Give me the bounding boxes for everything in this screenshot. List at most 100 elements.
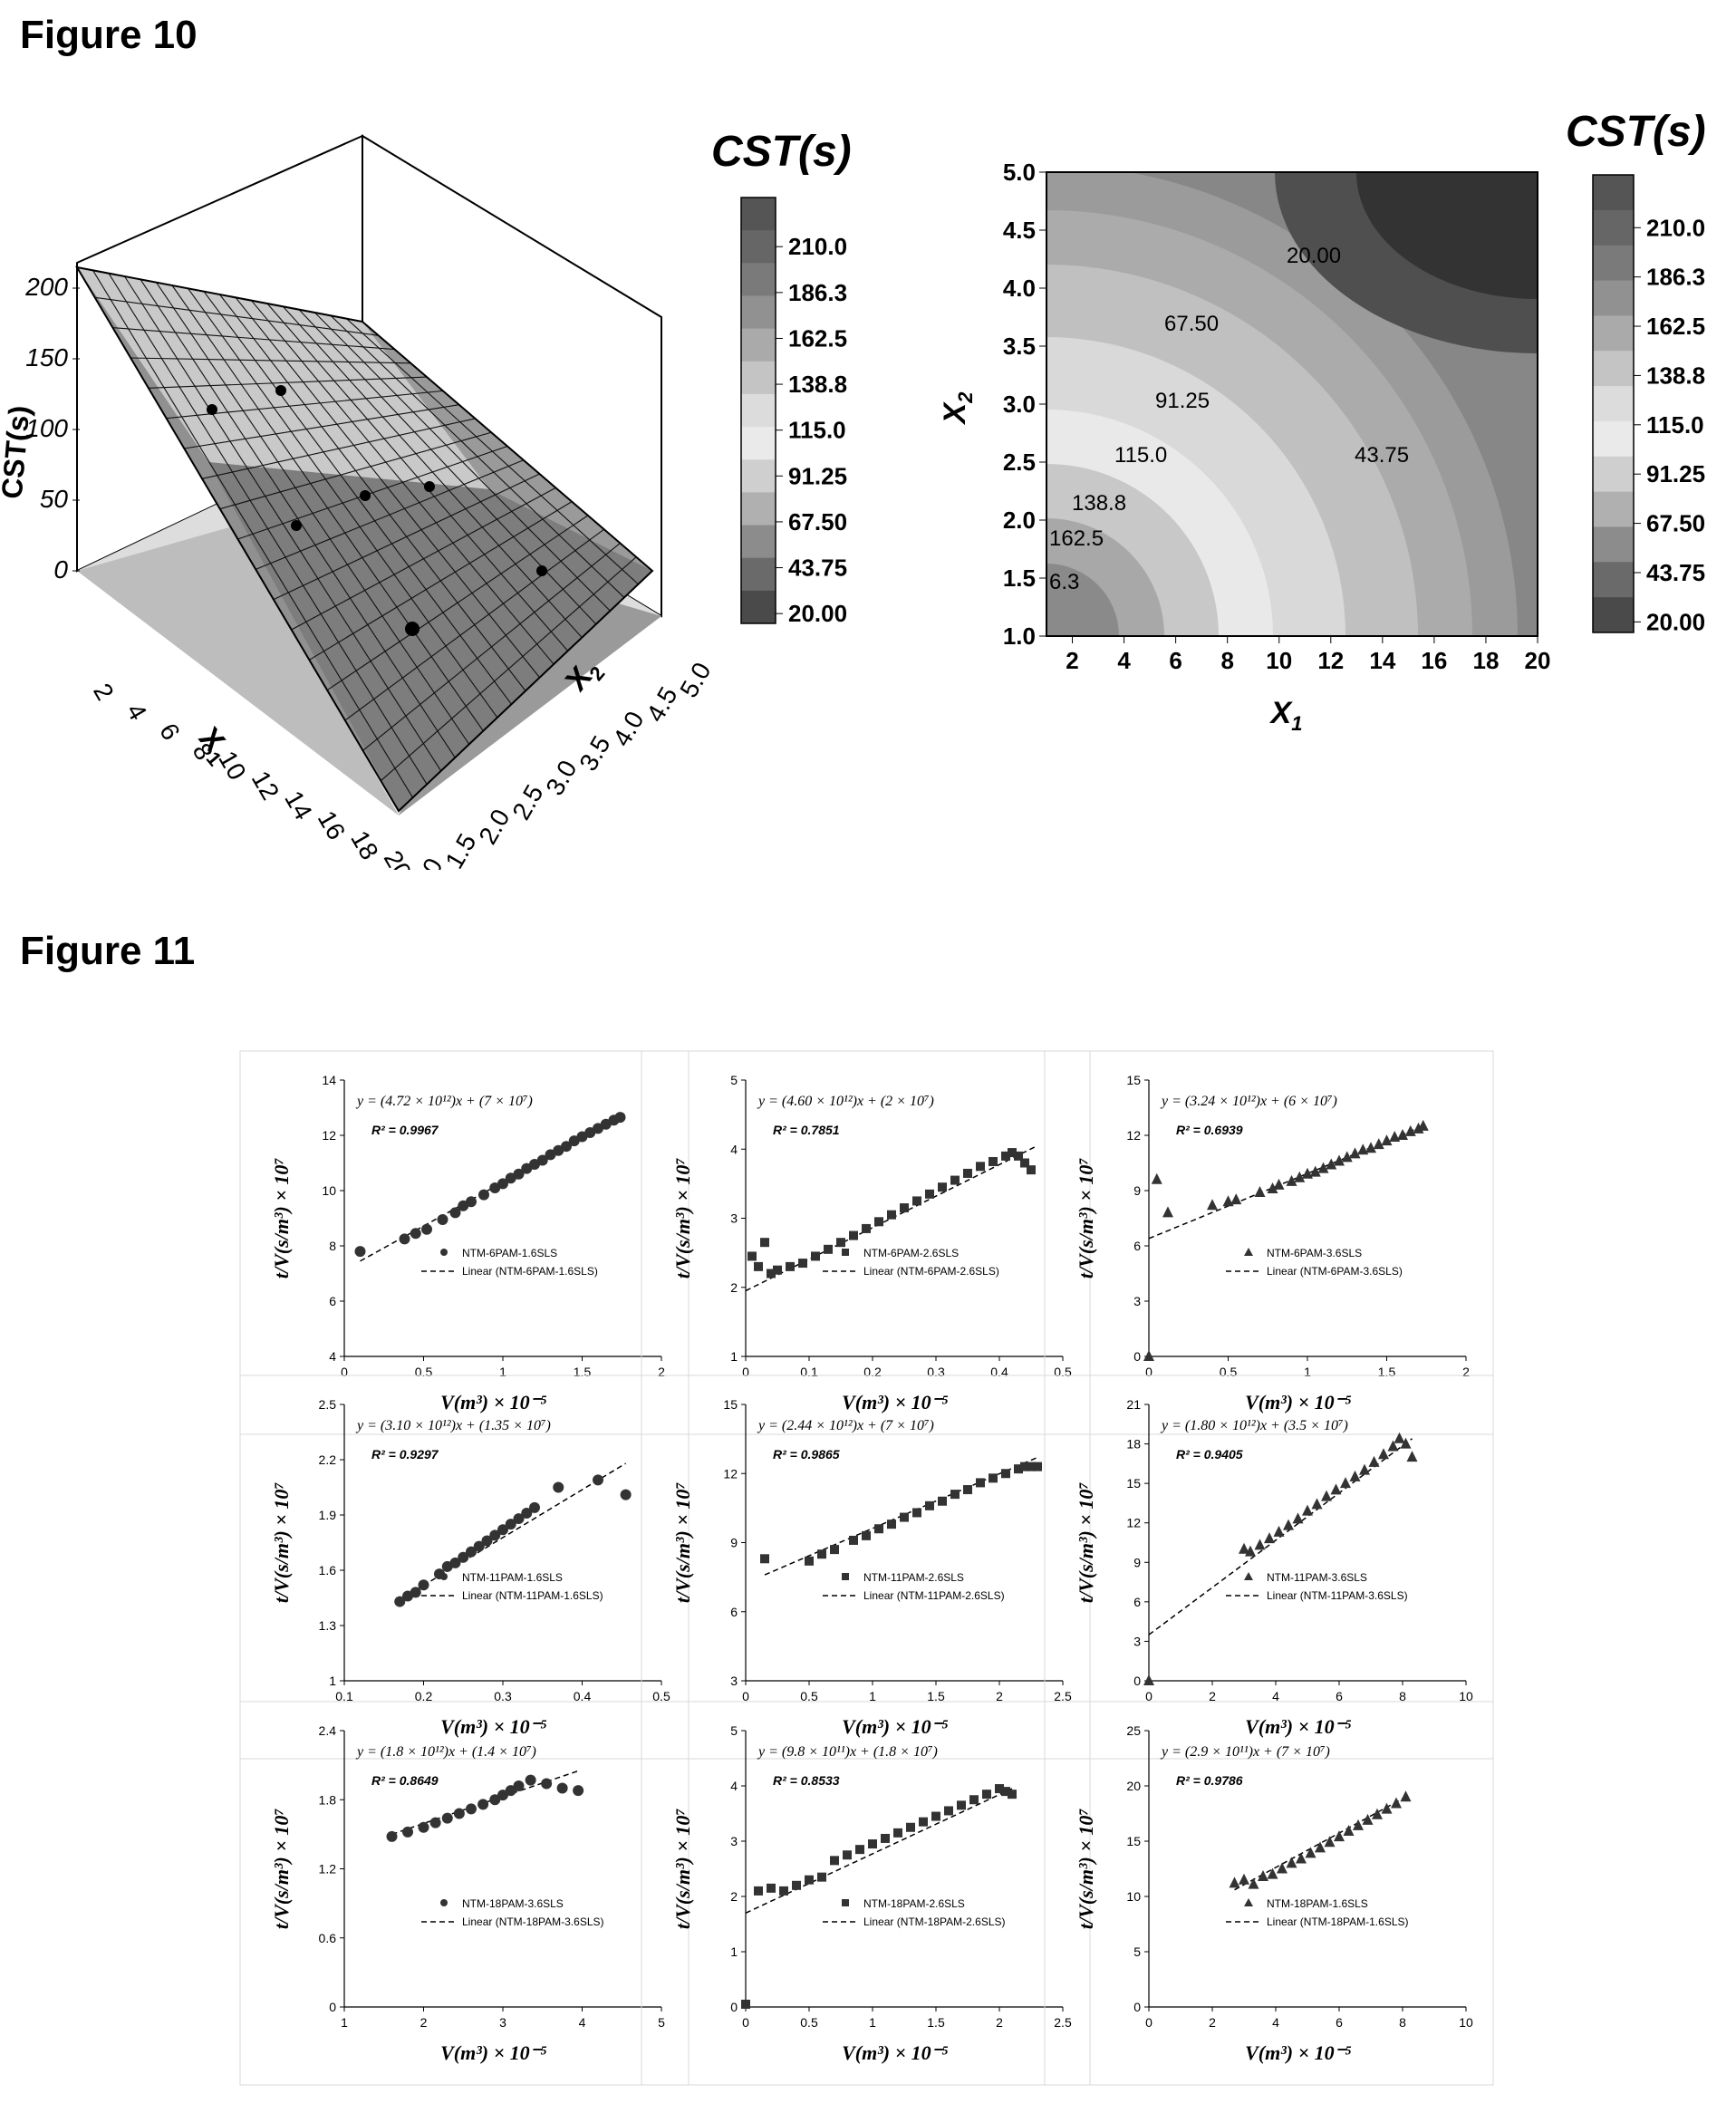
data-point (1245, 1545, 1256, 1557)
legend-linear: Linear (NTM-11PAM-2.6SLS) (863, 1589, 1005, 1602)
trend-line (1148, 1438, 1413, 1635)
data-point (1162, 1206, 1173, 1218)
y-tick-label: 21 (1126, 1397, 1141, 1412)
x-axis-label: V(m³) × 10⁻⁵ (842, 1715, 949, 1738)
x-tick-label: 1.5 (574, 1365, 592, 1379)
data-point (849, 1230, 858, 1240)
legend-linear: Linear (NTM-18PAM-2.6SLS) (863, 1915, 1006, 1928)
data-point (1264, 1532, 1275, 1544)
legend-marker (440, 1573, 448, 1580)
colorbar-band (741, 393, 776, 428)
data-point (513, 1780, 525, 1791)
data-point (874, 1524, 883, 1534)
data-point (1143, 1674, 1154, 1685)
x-tick-label: 6 (154, 719, 186, 745)
data-point (614, 1112, 626, 1124)
contour-y-tick: 3.0 (1003, 391, 1036, 418)
surface-mesh (75, 265, 654, 813)
x-tick-label: 0 (742, 1689, 749, 1703)
legend-linear: Linear (NTM-18PAM-1.6SLS) (1267, 1915, 1409, 1928)
colorbar-title: CST(s) (1566, 108, 1706, 156)
data-point (478, 1189, 489, 1201)
data-point (817, 1872, 826, 1882)
data-point (449, 1557, 461, 1568)
data-point (874, 1217, 883, 1227)
y-tick-label: 6 (730, 1605, 738, 1619)
data-point (1317, 1162, 1329, 1173)
x-tick-label: 4 (579, 2015, 586, 2030)
y-tick-label: 5 (1133, 1944, 1141, 1959)
y-tick-label: 0 (1133, 1349, 1141, 1364)
y-tick-label: 9 (730, 1536, 738, 1550)
data-point (830, 1856, 839, 1866)
scatter-panel-p9: 0 2 4 6 8 10 0 5 10 15 20 25 V(m³) × 10⁻⁵ t/V(s/m³) ×… (1044, 1701, 1494, 2086)
data-point (573, 1785, 584, 1797)
data-point (805, 1556, 814, 1566)
x-tick-label: 4 (1272, 1689, 1279, 1703)
colorbar-tick-label: 210.0 (788, 233, 847, 260)
data-point (489, 1794, 501, 1806)
data-point (561, 1141, 572, 1153)
legend-series: NTM-6PAM-2.6SLS (863, 1247, 959, 1259)
x-tick-label: 16 (313, 806, 351, 844)
x-tick-label: 1.5 (927, 1689, 945, 1703)
z-tick-label: 50 (40, 485, 69, 513)
x-tick-label: 0 (742, 2015, 749, 2030)
contour-y-label: X2 (938, 391, 977, 426)
data-point (1229, 1877, 1240, 1888)
x-tick-label: 0 (1145, 2015, 1153, 2030)
y-tick-label: 1.8 (319, 1792, 337, 1807)
legend-linear: Linear (NTM-6PAM-1.6SLS) (462, 1265, 598, 1278)
y-axis-label: t/V(s/m³) × 10⁷ (1075, 1809, 1097, 1929)
colorbar-tick-label: 162.5 (788, 324, 847, 352)
y-tick-label: 12 (723, 1466, 738, 1481)
data-point (855, 1845, 864, 1855)
y-tick-label: 2.2 (319, 1452, 337, 1467)
colorbar-band (741, 590, 776, 624)
data-point (1001, 1151, 1010, 1161)
z-tick-label: 200 (24, 273, 68, 301)
y-tick-label: 6 (329, 1294, 336, 1308)
data-point (767, 1883, 776, 1893)
scatter-panel-p3: 0 0.5 1 1.5 2 0 3 6 9 12 15 V(m³) × 10⁻⁵ t/V(s/m³) ×… (1044, 1050, 1494, 1435)
fit-equation: y = (3.10 × 10¹²)x + (1.35 × 10⁷) (355, 1418, 551, 1433)
colorbar-tick-label: 43.75 (788, 555, 847, 582)
x-tick-label: 2 (658, 1365, 665, 1379)
contour-label: 115.0 (1114, 443, 1167, 468)
figure-10-title: Figure 10 (20, 13, 198, 57)
colorbar-band (741, 230, 776, 264)
data-point (811, 1251, 820, 1261)
data-point (1357, 1143, 1369, 1155)
data-point (466, 1546, 477, 1558)
data-point (1373, 1138, 1384, 1150)
colorbar-band (1593, 175, 1634, 211)
data-point (982, 1790, 991, 1799)
contour-x-tick: 10 (1266, 647, 1292, 674)
data-point (843, 1850, 852, 1860)
data-point (1349, 1470, 1361, 1481)
x-tick-label: 1 (869, 1689, 876, 1703)
data-point (553, 1481, 564, 1493)
data-point (529, 1501, 540, 1513)
y-tick-label: 15 (1126, 1476, 1141, 1491)
legend-marker (1244, 1898, 1253, 1906)
data-point (497, 1178, 508, 1190)
data-point (1008, 1148, 1017, 1158)
data-point (525, 1774, 536, 1786)
fit-equation: y = (9.8 × 10¹¹)x + (1.8 × 10⁷) (757, 1744, 938, 1760)
contour-x-axis: 2 4 6 8 10 12 14 16 18 20 (1066, 636, 1550, 674)
data-point (1372, 1808, 1383, 1819)
y-tick-label: 15 (723, 1397, 738, 1412)
data-point (505, 1519, 516, 1530)
colorbar-tick-label: 115.0 (788, 417, 846, 444)
panel-frame (1044, 1050, 1494, 1435)
y-tick-label: 0 (730, 2000, 738, 2014)
data-point (1413, 1122, 1424, 1134)
data-point (989, 1156, 998, 1166)
y-tick-label: 4 (329, 1349, 336, 1364)
contour-x-tick: 14 (1369, 647, 1395, 674)
data-point (418, 1579, 429, 1591)
contour-x-tick: 12 (1317, 647, 1344, 674)
colorbar-tick-label: 67.50 (788, 508, 847, 535)
